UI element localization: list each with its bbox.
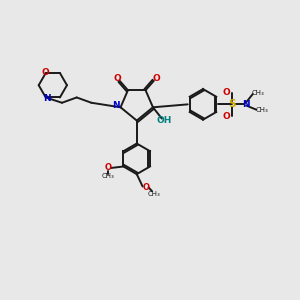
Text: OH: OH (157, 116, 172, 125)
Text: O: O (105, 163, 112, 172)
Text: O: O (222, 112, 230, 121)
Text: CH₃: CH₃ (148, 191, 161, 197)
Text: O: O (152, 74, 160, 83)
Text: O: O (222, 88, 230, 97)
Text: CH₃: CH₃ (252, 90, 264, 96)
Text: N: N (112, 101, 120, 110)
Text: O: O (41, 68, 49, 77)
Text: O: O (143, 183, 150, 192)
Text: N: N (44, 94, 51, 103)
Text: S: S (228, 99, 235, 110)
Text: CH₃: CH₃ (256, 107, 268, 113)
Text: N: N (242, 100, 250, 109)
Text: O: O (113, 74, 121, 83)
Text: CH₃: CH₃ (102, 173, 115, 179)
